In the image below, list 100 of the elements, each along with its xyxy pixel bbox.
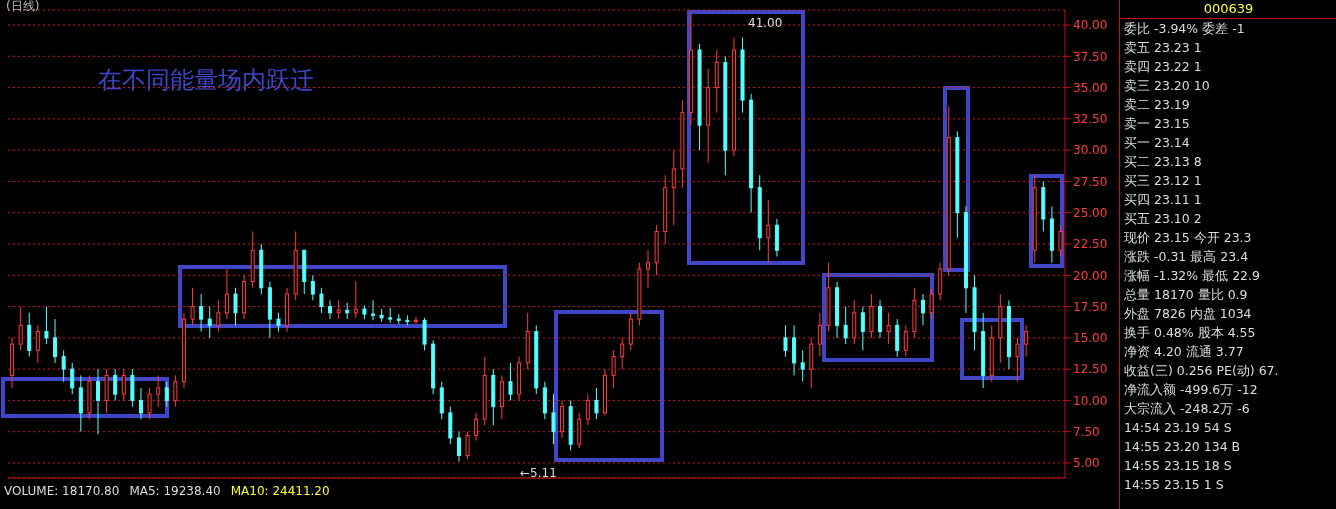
- text: 换手 0.48% 股本 4.55: [1123, 324, 1257, 342]
- text: 买一 23.14: [1123, 134, 1191, 152]
- y-tick-label: 7.50: [1073, 424, 1100, 439]
- text: 卖一 23.15: [1123, 115, 1191, 133]
- candlestick: [44, 306, 49, 345]
- text: 外盘 7826 内盘 1034: [1123, 305, 1253, 323]
- candlestick: [929, 287, 934, 320]
- candlestick: [336, 299, 341, 320]
- text: 买五 23.10 2: [1123, 210, 1203, 228]
- candlestick: [456, 431, 461, 463]
- candlestick: [594, 387, 599, 420]
- candlestick: [474, 412, 479, 441]
- candlestick: [156, 374, 161, 408]
- candlestick: [207, 306, 212, 339]
- candlestick: [903, 324, 908, 358]
- candlestick: [620, 337, 625, 370]
- text: 买二 23.13 8: [1123, 153, 1203, 171]
- text: 14:55 23.15 1 S: [1123, 476, 1225, 494]
- y-tick-label: 27.50: [1073, 174, 1108, 189]
- candlestick: [1015, 337, 1020, 383]
- candlestick: [113, 368, 118, 401]
- y-tick-label: 35.00: [1073, 80, 1108, 95]
- candlestick: [199, 293, 204, 333]
- candlestick: [328, 299, 333, 320]
- text: 卖五 23.23 1: [1123, 39, 1203, 57]
- text: 000639: [1120, 0, 1336, 19]
- candlestick: [860, 306, 865, 351]
- text: 委比 -3.94% 委差 -1: [1123, 20, 1246, 38]
- candlestick: [800, 349, 805, 383]
- candlestick: [319, 287, 324, 314]
- candlestick: [671, 149, 676, 226]
- candlestick: [173, 374, 178, 408]
- candlestick: [121, 368, 126, 401]
- candlestick: [310, 274, 315, 301]
- candlestick: [1024, 324, 1029, 358]
- y-tick-label: 30.00: [1073, 143, 1108, 158]
- candlestick: [843, 306, 848, 345]
- annotation: 在不同能量场内跃迁: [98, 65, 314, 96]
- candlestick: [413, 316, 418, 325]
- candlestick: [61, 349, 66, 383]
- candlestick: [371, 299, 376, 321]
- text: MA10: 24411.20: [230, 484, 330, 498]
- text: 买三 23.12 1: [1123, 172, 1203, 190]
- candlestick: [96, 368, 101, 435]
- candlestick: [585, 393, 590, 426]
- y-tick-label: 5.00: [1073, 456, 1100, 471]
- text: 卖二 23.19: [1123, 96, 1191, 114]
- candlestick: [53, 318, 58, 364]
- y-tick-label: 25.00: [1073, 205, 1108, 220]
- y-tick-label: 17.50: [1073, 299, 1108, 314]
- candlestick: [886, 312, 891, 345]
- y-tick-label: 37.50: [1073, 49, 1108, 64]
- y-tick-label: 10.00: [1073, 393, 1108, 408]
- candlestick: [646, 249, 650, 289]
- candlestick: [190, 287, 195, 326]
- candlestick: [611, 349, 616, 389]
- candlestick: [817, 312, 822, 358]
- candlestick: [138, 387, 143, 420]
- candlestick: [353, 281, 358, 319]
- text: 14:55 23.20 134 B: [1123, 438, 1242, 456]
- y-tick-label: 32.50: [1073, 112, 1108, 127]
- text: 净资 4.20 流通 3.77: [1123, 343, 1245, 361]
- candlestick: [465, 431, 470, 460]
- y-tick-label: 20.00: [1073, 268, 1108, 283]
- y-tick-label: 12.50: [1073, 362, 1108, 377]
- candlestick: [276, 312, 281, 333]
- candlestick: [233, 287, 238, 326]
- text: 收益(三) 0.256 PE(动) 67.: [1123, 362, 1280, 380]
- text: MA5: 19238.40: [129, 484, 221, 498]
- candlestick: [422, 317, 427, 351]
- y-tick-label: 15.00: [1073, 331, 1108, 346]
- text: VOLUME: 18170.80: [4, 484, 120, 498]
- text: 买四 23.11 1: [1123, 191, 1203, 209]
- candlestick: [508, 362, 513, 401]
- text: 现价 23.15 今开 23.3: [1123, 229, 1253, 247]
- candlestick: [783, 324, 788, 358]
- y-tick-label: 22.50: [1073, 237, 1108, 252]
- text: 卖三 23.20 10: [1123, 77, 1211, 95]
- text: 总量 18170 量比 0.9: [1123, 286, 1249, 304]
- candlestick: [18, 306, 23, 351]
- candlestick: [164, 381, 169, 408]
- text: 14:55 23.15 18 S: [1123, 457, 1233, 475]
- annotation: 41.00: [748, 16, 783, 30]
- text: 14:54 23.19 54 S: [1123, 419, 1233, 437]
- candlestick: [551, 393, 556, 445]
- text: 涨幅 -1.32% 最低 22.9: [1123, 267, 1261, 285]
- y-tick-label: 40.00: [1073, 18, 1108, 33]
- text: 卖四 23.22 1: [1123, 58, 1203, 76]
- candlestick: [920, 293, 925, 326]
- candlestick: [35, 324, 40, 364]
- text: 大宗流入 -248.2万 -6: [1123, 400, 1251, 418]
- candlestick: [70, 362, 75, 395]
- candlestick: [766, 199, 771, 264]
- annotation: ←5.11: [520, 466, 557, 480]
- text: 涨跌 -0.31 最高 23.4: [1123, 248, 1250, 266]
- chart-title: (日线): [6, 0, 40, 15]
- candlestick: [1058, 224, 1063, 258]
- candlestick: [224, 268, 229, 320]
- text: 净流入额 -499.6万 -12: [1123, 381, 1259, 399]
- candlestick: [216, 299, 221, 333]
